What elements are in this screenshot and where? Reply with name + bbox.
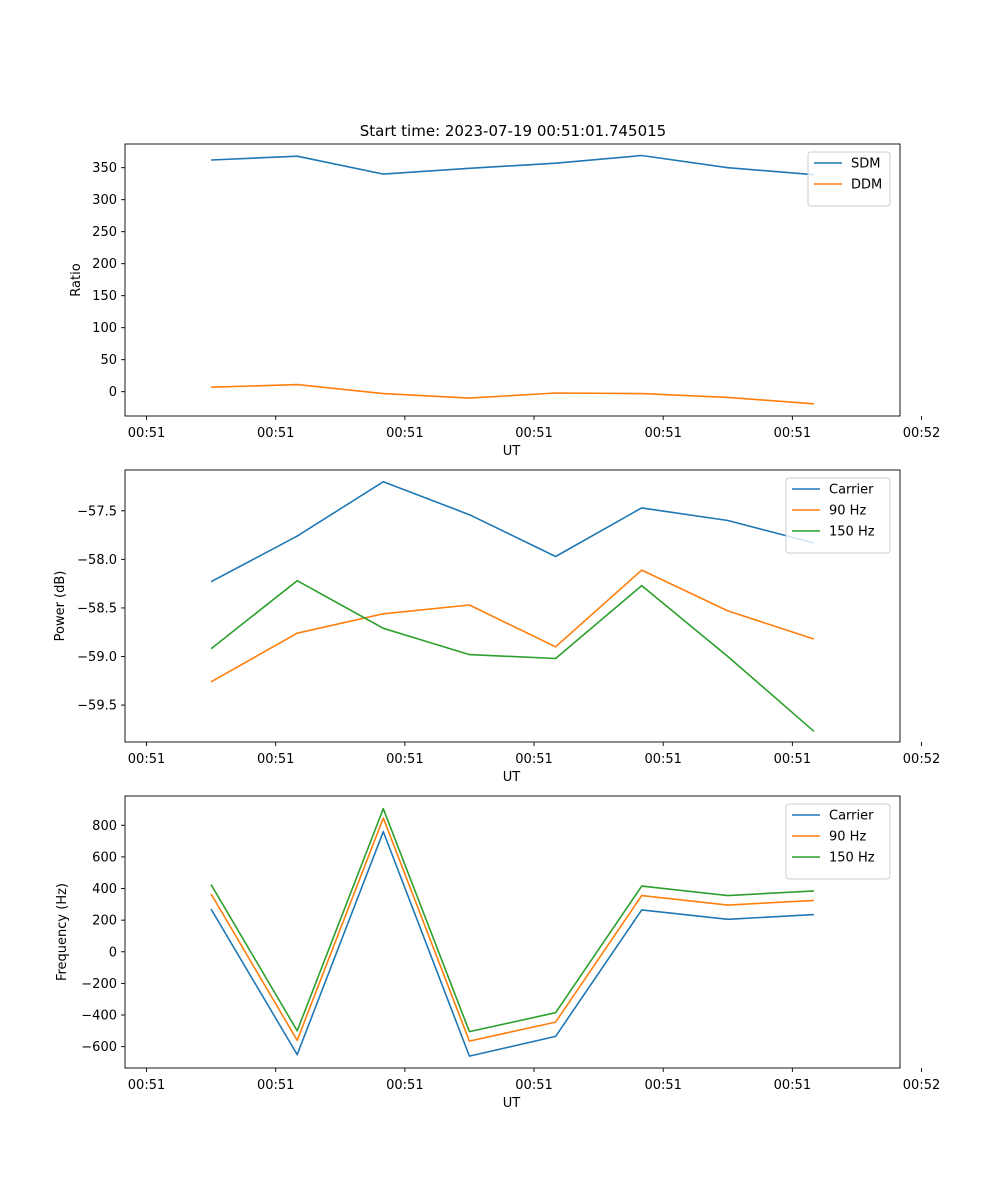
frequency-legend-label: 150 Hz	[829, 851, 875, 866]
ratio-chart: 00:51 00:51 00:51 00:51 00:51 00:51 00:52 0 50 10…	[69, 143, 940, 459]
frequency-y-tick-label: 800	[92, 819, 117, 834]
power-y-tick-label: −58.0	[77, 553, 117, 568]
ratio-series-sdm-line	[211, 154, 814, 176]
ratio-axes-frame	[124, 143, 901, 417]
frequency-y-axis-label: Frequency (Hz)	[55, 883, 70, 981]
frequency-y-tick-label: 600	[92, 850, 117, 865]
power-series-carrier-line	[210, 480, 815, 583]
frequency-chart: 00:51 00:51 00:51 00:51 00:51 00:51 00:52 −600 −…	[55, 795, 940, 1111]
ratio-y-tick-label: 200	[92, 257, 117, 272]
frequency-x-tick-label: 00:51	[128, 1078, 165, 1093]
power-series-150-hz-line	[210, 579, 815, 732]
ratio-y-tick-label: 250	[92, 225, 117, 240]
power-legend: Carrier 90 Hz 150 Hz	[785, 477, 891, 554]
ratio-x-axis-label: UT	[503, 444, 521, 459]
frequency-x-tick-label: 00:51	[644, 1078, 681, 1093]
ratio-legend: SDM DDM	[807, 151, 891, 207]
charts-container: 00:51 00:51 00:51 00:51 00:51 00:51 00:52 0 50 10…	[53, 143, 940, 1111]
ratio-series-ddm-line	[211, 383, 814, 405]
frequency-x-tick-label: 00:52	[903, 1078, 940, 1093]
power-x-tick-label: 00:51	[128, 752, 165, 767]
power-legend-box	[785, 477, 891, 554]
ratio-y-axis-label: Ratio	[69, 263, 84, 296]
frequency-x-axis-label: UT	[503, 1096, 521, 1111]
power-legend-label: 150 Hz	[829, 525, 875, 540]
figure-title: Start time: 2023-07-19 00:51:01.745015	[360, 122, 666, 140]
frequency-y-tick-label: −600	[81, 1040, 117, 1055]
frequency-series-150-hz-line	[210, 807, 814, 1033]
ratio-y-tick-label: 300	[92, 193, 117, 208]
power-x-tick-label: 00:51	[515, 752, 552, 767]
frequency-series-carrier-line	[210, 830, 814, 1057]
frequency-y-tick-label: 200	[92, 914, 117, 929]
power-y-tick-label: −58.5	[77, 601, 117, 616]
power-axes-frame	[124, 469, 901, 743]
power-x-tick-label: 00:52	[903, 752, 940, 767]
frequency-y-tick-label: −200	[81, 977, 117, 992]
power-x-tick-label: 00:51	[257, 752, 294, 767]
power-chart: 00:51 00:51 00:51 00:51 00:51 00:51 00:52 −59.5…	[53, 469, 940, 785]
ratio-y-tick-label: 150	[92, 289, 117, 304]
power-y-tick-label: −57.5	[77, 504, 117, 519]
ratio-x-tick-label: 00:51	[257, 426, 294, 441]
frequency-y-tick-label: 0	[109, 945, 117, 960]
power-y-axis-label: Power (dB)	[53, 571, 68, 642]
ratio-y-tick-label: 50	[100, 353, 117, 368]
power-x-tick-label: 00:51	[774, 752, 811, 767]
frequency-axes-frame	[124, 795, 901, 1069]
ratio-legend-label: DDM	[851, 178, 882, 193]
ratio-x-tick-label: 00:51	[128, 426, 165, 441]
frequency-x-tick-label: 00:51	[774, 1078, 811, 1093]
ratio-x-tick-label: 00:51	[774, 426, 811, 441]
power-y-tick-label: −59.0	[77, 650, 117, 665]
frequency-legend-label: Carrier	[829, 809, 874, 824]
ratio-x-tick-label: 00:51	[386, 426, 423, 441]
frequency-y-tick-label: −400	[81, 1009, 117, 1024]
power-y-tick-label: −59.5	[77, 699, 117, 714]
frequency-legend-label: 90 Hz	[829, 830, 866, 845]
power-legend-label: 90 Hz	[829, 504, 866, 519]
ratio-y-tick-label: 0	[109, 385, 117, 400]
power-x-tick-label: 00:51	[644, 752, 681, 767]
ratio-y-tick-label: 350	[92, 161, 117, 176]
power-series-90-hz-line	[210, 569, 815, 683]
ratio-legend-box	[807, 151, 891, 207]
frequency-x-tick-label: 00:51	[386, 1078, 423, 1093]
frequency-x-tick-label: 00:51	[257, 1078, 294, 1093]
power-x-axis-label: UT	[503, 770, 521, 785]
ratio-y-tick-label: 100	[92, 321, 117, 336]
ratio-x-tick-label: 00:51	[515, 426, 552, 441]
frequency-legend: Carrier 90 Hz 150 Hz	[785, 803, 891, 880]
power-legend-label: Carrier	[829, 483, 874, 498]
frequency-legend-box	[785, 803, 891, 880]
power-x-tick-label: 00:51	[386, 752, 423, 767]
ratio-x-tick-label: 00:52	[903, 426, 940, 441]
frequency-series-90-hz-line	[210, 817, 814, 1042]
frequency-y-tick-label: 400	[92, 882, 117, 897]
frequency-x-tick-label: 00:51	[515, 1078, 552, 1093]
ratio-legend-label: SDM	[851, 157, 880, 172]
ratio-x-tick-label: 00:51	[644, 426, 681, 441]
